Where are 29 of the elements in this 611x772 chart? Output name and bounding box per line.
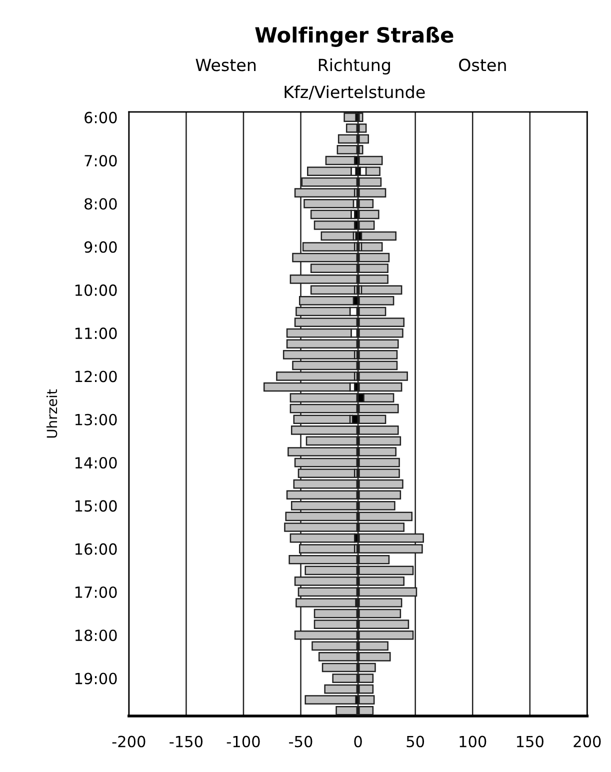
y-axis-title: Uhrzeit xyxy=(46,389,58,438)
x-tick-label: 0 xyxy=(354,736,362,748)
chart-title: Wolfinger Straße xyxy=(255,26,454,47)
x-tick-label: 150 xyxy=(516,736,544,748)
text: Osten xyxy=(459,58,506,72)
text: Westen xyxy=(196,58,256,72)
y-tick-label: 11:00 xyxy=(75,328,117,340)
y-tick-label: 8:00 xyxy=(84,198,117,210)
text: Richtung xyxy=(318,58,390,74)
y-tick-label: 17:00 xyxy=(75,586,117,598)
y-tick-label: 19:00 xyxy=(75,672,117,684)
x-tick-label: -100 xyxy=(226,736,260,748)
x-tick-label: -50 xyxy=(289,736,312,748)
chart-subtitle: Kfz/Viertelstunde xyxy=(284,85,425,100)
x-tick-label: 50 xyxy=(406,736,424,748)
x-tick-label: 100 xyxy=(460,736,486,748)
y-tick-label: 9:00 xyxy=(84,241,117,253)
y-tick-label: 6:00 xyxy=(84,112,117,124)
y-tick-label: 13:00 xyxy=(75,414,117,426)
y-tick-label: 12:00 xyxy=(75,370,117,382)
y-tick-label: 14:00 xyxy=(75,456,117,469)
x-tick-label: 200 xyxy=(574,736,601,748)
y-tick-label: 18:00 xyxy=(75,630,117,642)
x-tick-label: -200 xyxy=(112,736,146,748)
y-tick-label: 7:00 xyxy=(84,154,117,167)
x-tick-label: -150 xyxy=(170,736,203,748)
y-tick-label: 10:00 xyxy=(75,284,117,296)
y-tick-label: 16:00 xyxy=(75,543,117,555)
y-tick-label: 15:00 xyxy=(75,500,117,512)
